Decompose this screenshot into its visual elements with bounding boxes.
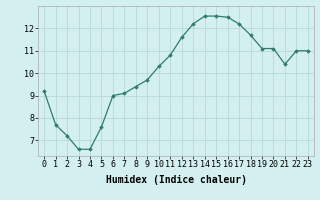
X-axis label: Humidex (Indice chaleur): Humidex (Indice chaleur) <box>106 175 246 185</box>
